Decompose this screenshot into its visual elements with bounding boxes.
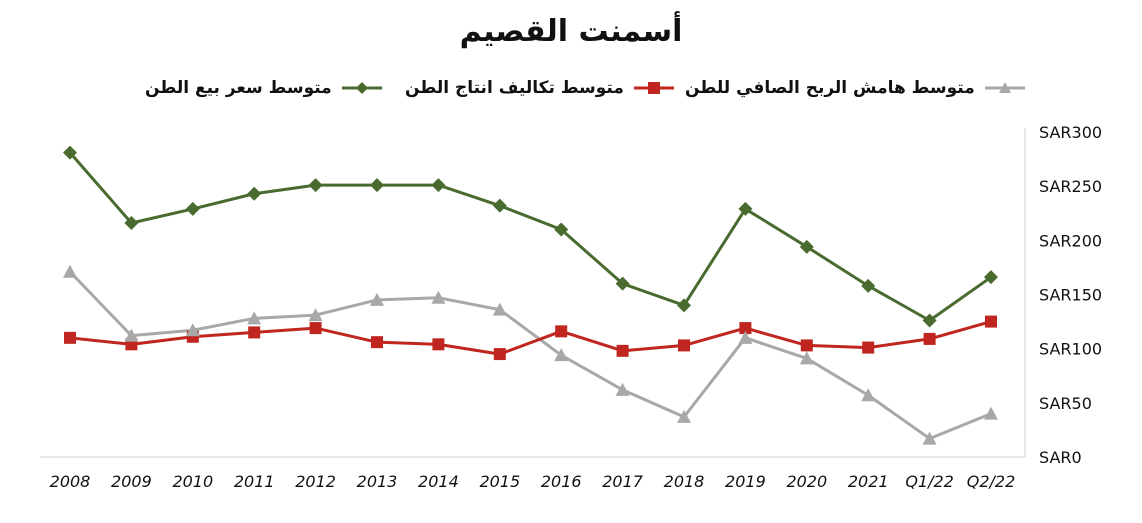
data-point-square <box>309 322 322 335</box>
y-tick-label: SAR50 <box>1039 394 1092 413</box>
x-tick-label: 2019 <box>725 472 766 491</box>
legend-label: متوسط سعر بيع الطن <box>145 78 332 98</box>
data-point-diamond <box>431 178 446 193</box>
data-point-square <box>493 348 506 361</box>
x-tick-label: 2015 <box>479 472 520 491</box>
legend-entry-net-margin: متوسط هامش الربح الصافي للطن <box>685 78 1027 98</box>
data-point-square <box>125 338 138 351</box>
chart-legend: متوسط سعر بيع الطن متوسط تكاليف انتاج ال… <box>0 78 1142 104</box>
legend-marker-diamond <box>341 82 382 94</box>
legend-entry-selling-price: متوسط سعر بيع الطن <box>145 78 384 98</box>
data-point-triangle <box>554 348 569 362</box>
data-point-triangle <box>677 409 691 423</box>
x-tick-label: 2010 <box>172 472 213 491</box>
data-point-square <box>616 344 629 357</box>
chart-title: أسمنت القصيم <box>459 14 683 49</box>
x-tick-label: 2021 <box>848 472 889 491</box>
data-point-square <box>678 339 690 352</box>
legend-marker-triangle <box>984 82 1025 93</box>
x-tick-label: 2014 <box>418 472 459 491</box>
data-point-square <box>800 339 813 352</box>
data-point-triangle <box>861 388 876 402</box>
data-point-square <box>862 341 875 354</box>
x-tick-label: Q2/22 <box>967 472 1016 491</box>
x-tick-label: 2018 <box>664 472 705 491</box>
series-line <box>69 320 992 356</box>
data-point-triangle <box>738 330 753 344</box>
data-point-diamond <box>554 222 569 237</box>
data-point-diamond <box>492 198 507 213</box>
x-tick-label: 2009 <box>111 472 152 491</box>
data-point-diamond <box>615 276 630 291</box>
data-point-triangle <box>615 382 630 396</box>
legend-label: متوسط هامش الربح الصافي للطن <box>685 78 975 98</box>
legend-label: متوسط تكاليف انتاج الطن <box>405 78 624 98</box>
data-point-triangle <box>308 308 323 322</box>
x-tick-label: 2011 <box>234 472 275 491</box>
data-point-triangle <box>984 406 998 420</box>
series-line <box>68 151 992 322</box>
legend-marker-square <box>633 82 674 94</box>
y-tick-label: SAR100 <box>1039 340 1102 359</box>
series-line <box>68 270 992 441</box>
x-tick-label: 2016 <box>541 472 582 491</box>
data-point-square <box>555 325 568 338</box>
data-point-square <box>248 326 261 339</box>
data-point-diamond <box>799 239 814 254</box>
y-tick-label: SAR0 <box>1039 448 1082 467</box>
y-tick-label: SAR250 <box>1039 177 1102 196</box>
data-point-square <box>371 336 383 349</box>
data-point-diamond <box>247 186 262 201</box>
data-point-diamond <box>185 201 200 216</box>
data-point-triangle <box>124 328 139 342</box>
data-point-triangle <box>63 264 77 278</box>
data-point-diamond <box>738 201 753 216</box>
data-point-diamond <box>984 270 998 285</box>
data-point-triangle <box>370 292 384 306</box>
data-point-diamond <box>63 145 77 160</box>
x-tick-label: 2013 <box>357 472 398 491</box>
data-point-square <box>432 338 445 351</box>
x-tick-label: 2020 <box>786 472 827 491</box>
x-tick-label: 2008 <box>50 472 91 491</box>
y-tick-label: SAR300 <box>1039 123 1102 142</box>
legend-entry-production-cost: متوسط تكاليف انتاج الطن <box>405 78 676 98</box>
data-point-square <box>64 331 76 344</box>
data-point-triangle <box>492 302 507 316</box>
data-point-diamond <box>922 313 937 328</box>
data-point-diamond <box>677 298 691 313</box>
data-point-square <box>923 332 936 345</box>
y-tick-label: SAR200 <box>1039 231 1102 250</box>
data-point-square <box>739 322 752 335</box>
x-tick-label: 2017 <box>602 472 644 491</box>
data-point-diamond <box>308 178 323 193</box>
data-point-triangle <box>185 323 200 337</box>
data-point-diamond <box>370 178 384 193</box>
data-point-triangle <box>247 311 262 325</box>
data-point-triangle <box>922 431 937 445</box>
data-point-diamond <box>861 278 876 293</box>
data-point-triangle <box>799 351 814 365</box>
x-tick-label: 2012 <box>295 472 336 491</box>
data-point-diamond <box>124 216 139 230</box>
data-point-triangle <box>431 290 446 304</box>
y-tick-label: SAR150 <box>1039 286 1102 305</box>
data-point-square <box>985 315 997 328</box>
x-tick-label: Q1/22 <box>905 472 954 491</box>
